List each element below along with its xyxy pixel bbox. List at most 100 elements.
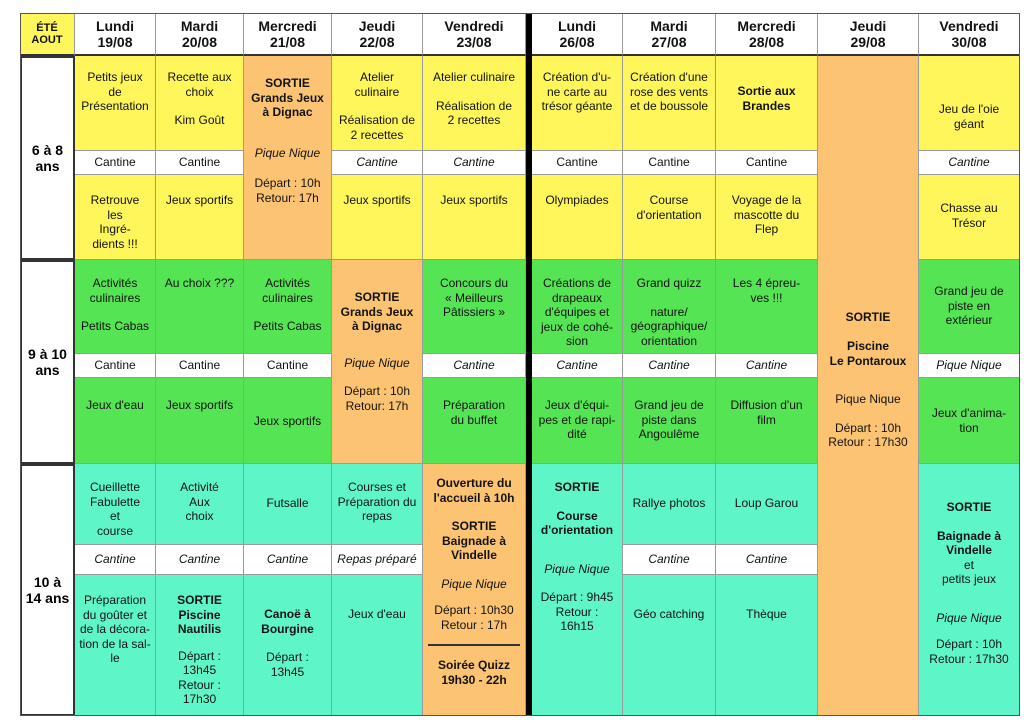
lunch-cell: Cantine [75,545,156,575]
lunch-cell: Cantine [532,354,623,378]
season-month-header: ÉTÉ AOUT [20,13,75,56]
activity-cell: Course d'orientation [623,175,716,260]
activity-cell: Retrouve les Ingré- dients !!! [75,175,156,260]
day-name: Mercredi [737,17,796,34]
age-group-6-8: 6 à 8 ans [20,56,75,260]
departure-time: Départ : 10h Retour: 17h [343,384,411,413]
activity-text: Thèque [746,607,787,621]
day-header-jeudi-22: Jeudi 22/08 [332,13,423,56]
activity-text: Chasse au Trésor [940,201,998,230]
activity-cell: Loup Garou [716,464,818,545]
departure-time: Départ : 10h Retour : 17h30 [828,420,908,450]
activity-cell: Recette aux choix Kim Goût [156,56,244,151]
outing-cell: SORTIE Course d'orientation Pique Nique … [532,464,623,716]
activity-text: Réalisation de 2 recettes [435,98,513,128]
outing-title: SORTIE [554,480,600,494]
activity-cell: Cueillette Fabulette et course [75,464,156,545]
activity-text: et petits jeux [941,557,997,587]
activity-cell: Grand quizz nature/ géographique/ orienta… [623,260,716,354]
day-name: Mercredi [258,17,317,34]
activity-text: Création d'une rose des vents et de bous… [629,70,709,113]
outing-cell: SORTIE Grands Jeux à Dignac Pique Nique Dé… [244,56,332,260]
activity-text: Préparation du buffet [442,398,506,427]
activity-text: Jeux d'équi- pes et de rapi- dité [538,398,616,441]
lunch-text: Pique Nique [936,358,1002,373]
outing-cell: SORTIE Piscine Nautilis Départ : 13h45 Re… [156,575,244,716]
evening-event: Soirée Quizz 19h30 - 22h [437,658,511,687]
activity-cell: Activité Aux choix [156,464,244,545]
outing-piscine-column: SORTIE Piscine Le Pontaroux Pique Nique … [818,56,919,716]
lunch-cell: Cantine [332,151,423,175]
activity-text: Au choix ??? [164,276,235,290]
activity-text: Kim Goût [174,113,225,127]
outing-cell: Canoë à Bourgine Départ : 13h45 [244,575,332,716]
outing-title: SORTIE Piscine Le Pontaroux [829,310,907,368]
age-label: ans [35,158,60,174]
activity-cell: Au choix ??? [156,260,244,354]
day-date: 29/08 [850,33,886,50]
age-label: 9 à 10 [28,346,67,362]
picnic-note: Pique Nique [344,355,410,370]
day-header-mercredi-28: Mercredi 28/08 [716,13,818,56]
day-header-vendredi-23: Vendredi 23/08 [423,13,526,56]
activity-text: Loup Garou [734,496,799,510]
lunch-cell: Repas préparé [332,545,423,575]
outing-cell: SORTIE Baignade à Vindelle et petits jeu… [919,464,1020,716]
lunch-text: Cantine [556,155,598,170]
activity-cell: Jeux sportifs [156,175,244,260]
day-name: Lundi [95,17,135,34]
activity-text: Jeux sportifs [343,193,411,207]
day-header-jeudi-29: Jeudi 29/08 [818,13,919,56]
day-date: 28/08 [748,33,785,50]
activity-cell: Concours du « Meilleurs Pâtissiers » [423,260,526,354]
lunch-text: Cantine [178,155,221,170]
lunch-cell: Cantine [156,545,244,575]
activity-cell: Futsalle [244,464,332,545]
activity-cell: Jeux sportifs [332,175,423,260]
activity-text: Jeux sportifs [165,398,234,412]
lunch-text: Repas préparé [337,552,417,567]
activity-cell: Préparation du buffet [423,378,526,464]
month-label: AOUT [31,33,63,46]
age-label: 14 ans [25,590,70,606]
activity-cell: Activités culinaires Petits Cabas [75,260,156,354]
age-label: ans [35,362,60,378]
activity-cell: Géo catching [623,575,716,716]
activity-text: Olympiades [545,193,609,207]
lunch-text: Cantine [94,358,136,373]
activity-text: Sortie aux Brandes [737,84,796,113]
day-name: Mardi [180,17,219,34]
lunch-text: Cantine [94,552,136,567]
lunch-text: Cantine [453,358,495,373]
lunch-cell: Cantine [623,354,716,378]
activity-cell: Jeux d'eau [75,378,156,464]
day-date: 23/08 [456,33,492,50]
day-name: Jeudi [358,17,396,34]
activity-text: Réalisation de 2 recettes [338,113,416,142]
outing-title: Course d'orientation [540,508,614,538]
day-header-lundi-19: Lundi 19/08 [75,13,156,56]
activity-text: Jeux sportifs [165,193,234,207]
day-header-mardi-27: Mardi 27/08 [623,13,716,56]
activity-cell: Les 4 épreu- ves !!! [716,260,818,354]
activity-cell: Chasse au Trésor [919,175,1020,260]
activity-cell: Grand jeu de piste dans Angoulême [623,378,716,464]
activity-cell: Petits jeux de Présentation [75,56,156,151]
activity-text: Petits Cabas [253,319,322,333]
outing-title: SORTIE Grands Jeux à Dignac [251,76,324,119]
day-header-mardi-20: Mardi 20/08 [156,13,244,56]
day-date: 22/08 [359,33,395,50]
lunch-cell: Cantine [423,354,526,378]
activity-text: Concours du « Meilleurs Pâtissiers » [439,276,509,319]
activity-text: Activités culinaires [89,276,141,305]
age-label: 10 à [33,574,62,590]
outing-title: SORTIE Piscine Nautilis [177,593,222,636]
lunch-cell: Cantine [423,151,526,175]
lunch-text: Cantine [648,155,690,170]
activity-cell: Jeux d'équi- pes et de rapi- dité [532,378,623,464]
picnic-note: Pique Nique [441,576,507,591]
outing-title: SORTIE Grands Jeux à Dignac [340,290,414,333]
activity-text: Créations de drapeaux d'équipes et jeux … [540,276,614,348]
day-date: 30/08 [951,33,987,50]
activity-cell: Création d'u- ne carte au trésor géante [532,56,623,151]
